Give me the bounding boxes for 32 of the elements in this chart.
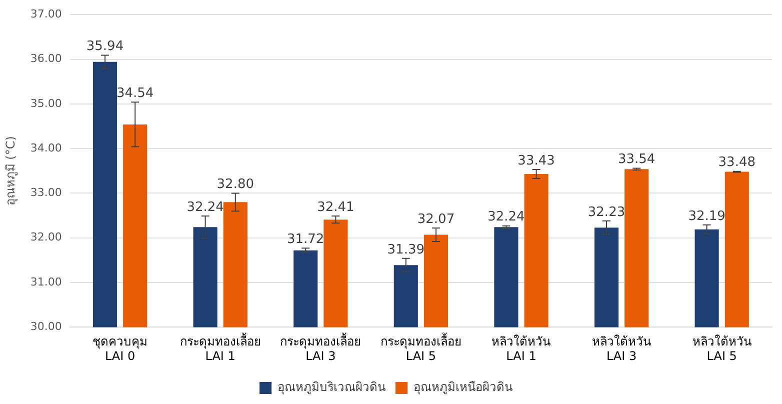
data-label: 33.48 <box>718 155 756 170</box>
y-tick-label: 36.00 <box>30 52 62 66</box>
x-tick-label: ชุดควบคุม LAI 0 <box>92 334 148 363</box>
y-tick-label: 32.00 <box>30 230 62 244</box>
y-tick-label: 34.00 <box>30 141 62 154</box>
y-axis-title: อุณหภูมิ (°C) <box>3 136 18 206</box>
data-label: 32.24 <box>186 200 224 215</box>
x-tick-label: กระดุมทองเลื้อย LAI 5 <box>380 332 462 363</box>
data-label: 34.54 <box>116 86 154 102</box>
data-label: 31.72 <box>286 232 324 248</box>
data-label: 32.24 <box>488 210 525 225</box>
data-label: 32.41 <box>317 200 354 215</box>
x-tick-label: กระดุมทองเลื้อย LAI 1 <box>180 332 261 363</box>
data-label: 33.43 <box>518 153 555 168</box>
x-tick-label: หลิวใต้หวัน LAI 3 <box>592 334 652 363</box>
y-tick-label: 33.00 <box>30 186 62 200</box>
x-tick-label: หลิวใต้หวัน LAI 1 <box>492 334 551 363</box>
y-tick-label: 31.00 <box>30 275 62 288</box>
legend-label: อุณหภูมิบริเวณผิวดิน <box>278 380 386 396</box>
data-label: 33.54 <box>618 152 656 168</box>
x-tick-label: หลิวใต้หวัน LAI 5 <box>692 334 752 363</box>
data-label: 32.07 <box>417 212 455 227</box>
y-tick-label: 30.00 <box>30 320 62 334</box>
data-label: 35.94 <box>86 39 124 54</box>
y-tick-label: 35.00 <box>30 96 62 110</box>
data-label: 32.23 <box>588 204 626 220</box>
data-label: 32.19 <box>688 208 726 224</box>
x-tick-label: กระดุมทองเลื้อย LAI 3 <box>280 332 362 363</box>
legend-label: อุณหภูมิเหนือผิวดิน <box>414 380 512 396</box>
data-label: 31.39 <box>387 242 425 258</box>
y-tick-label: 37.00 <box>30 7 62 20</box>
data-label: 32.80 <box>216 177 254 192</box>
